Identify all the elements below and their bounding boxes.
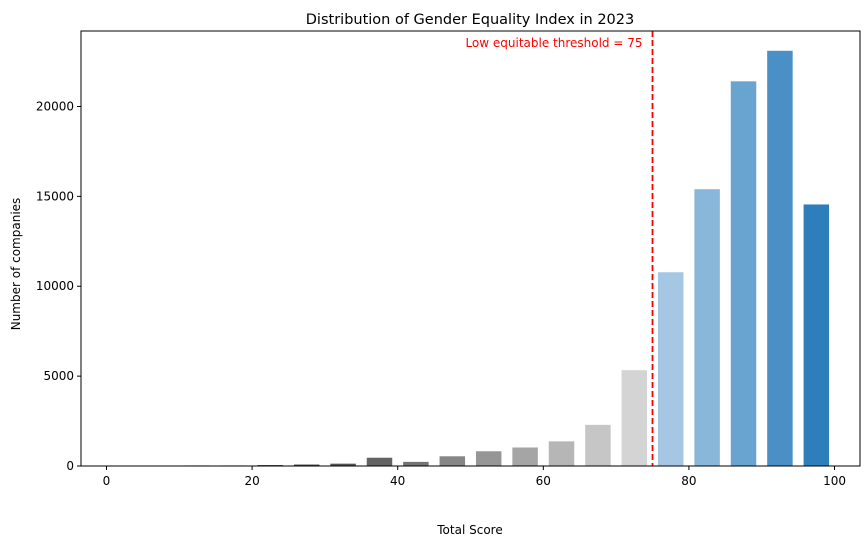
bar-10	[475, 451, 502, 466]
plot-frame	[80, 30, 861, 467]
bar-11	[512, 447, 538, 466]
bar-5	[293, 464, 320, 466]
threshold-label: Low equitable threshold = 75	[465, 36, 642, 50]
y-tick-label: 0	[66, 459, 74, 473]
bar-9	[439, 456, 466, 466]
x-axis: 0 20 40 60 80 100	[103, 466, 846, 488]
bar-12	[548, 441, 575, 466]
x-tick-label: 100	[823, 474, 846, 488]
x-tick-label: 40	[390, 474, 405, 488]
y-tick-label: 10000	[36, 279, 74, 293]
y-tick-label: 20000	[36, 99, 74, 113]
bar-13	[585, 424, 611, 466]
x-tick-label: 80	[681, 474, 696, 488]
chart-title: Distribution of Gender Equality Index in…	[306, 12, 634, 28]
bar-15	[657, 272, 684, 466]
bar-17	[730, 81, 757, 467]
bar-16	[694, 189, 720, 466]
bar-19	[803, 204, 830, 466]
bar-8	[403, 461, 429, 466]
bar-14	[621, 370, 648, 466]
x-tick-label: 20	[244, 474, 259, 488]
y-tick-label: 5000	[43, 369, 74, 383]
bars-group	[184, 50, 830, 467]
y-axis: 0 5000 10000 15000 20000	[36, 99, 81, 473]
y-tick-label: 15000	[36, 189, 74, 203]
bar-6	[330, 463, 356, 466]
threshold-group: Low equitable threshold = 75	[465, 31, 654, 466]
x-axis-title: Total Score	[436, 523, 502, 537]
x-tick-label: 60	[536, 474, 551, 488]
bar-18	[767, 50, 793, 466]
x-tick-label: 0	[103, 474, 111, 488]
bar-7	[366, 457, 393, 466]
y-axis-title: Number of companies	[9, 198, 23, 331]
